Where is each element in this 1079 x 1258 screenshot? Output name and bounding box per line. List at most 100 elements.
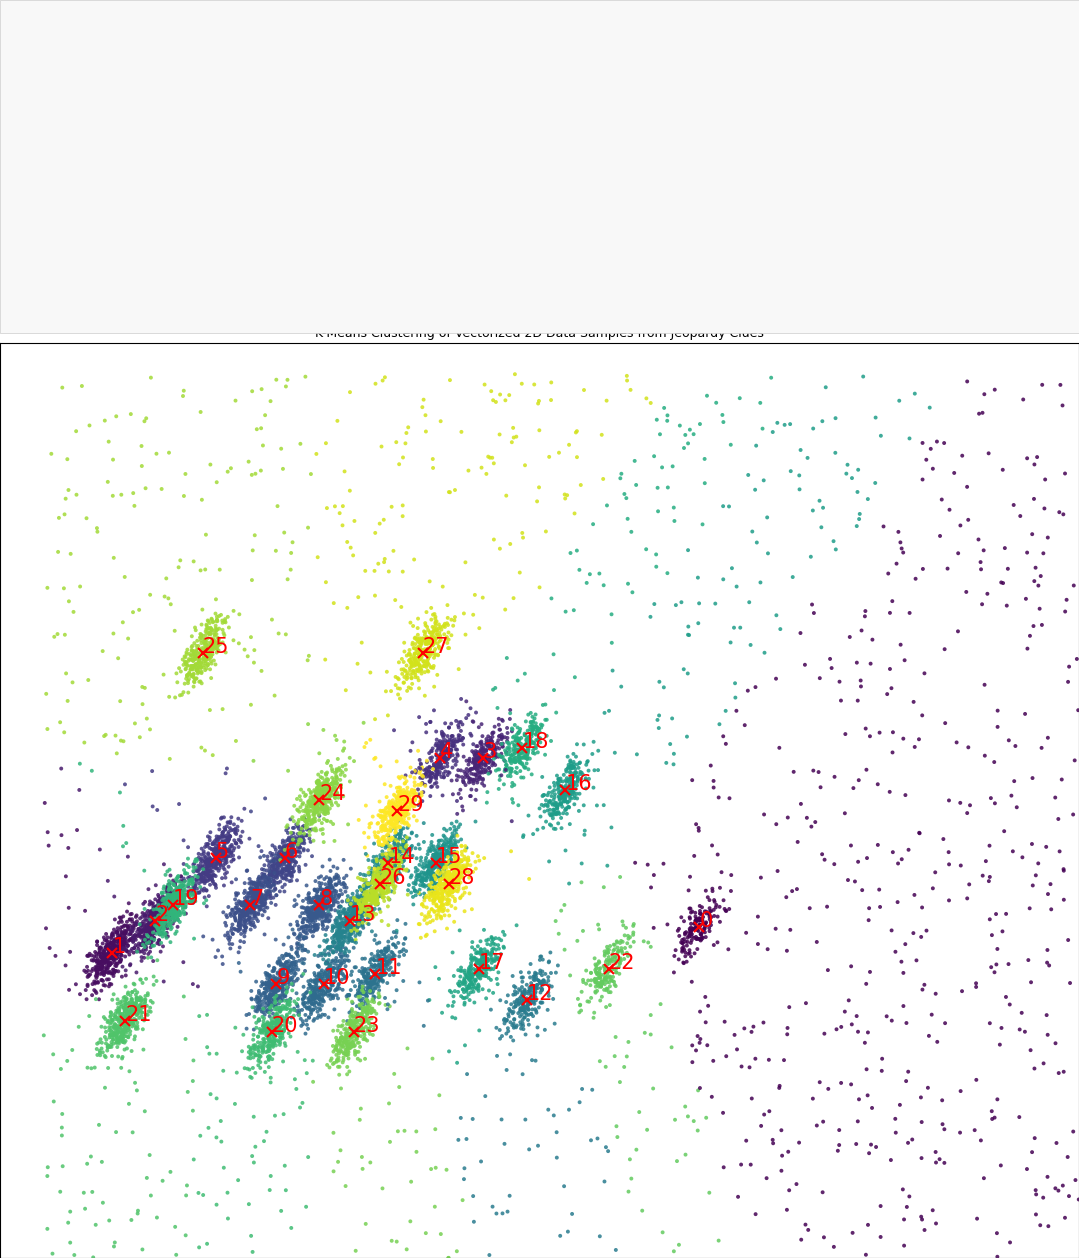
Point bbox=[152, 941, 169, 961]
Point bbox=[393, 799, 410, 819]
Point bbox=[100, 955, 118, 975]
Point bbox=[338, 1014, 355, 1034]
Point bbox=[468, 964, 486, 984]
Point bbox=[556, 484, 573, 504]
Point bbox=[329, 927, 346, 947]
Point bbox=[365, 1001, 382, 1021]
Point bbox=[96, 975, 113, 995]
Point bbox=[128, 915, 146, 935]
Point bbox=[284, 838, 301, 858]
Point bbox=[211, 840, 229, 860]
Point bbox=[424, 458, 441, 478]
Point bbox=[521, 991, 538, 1011]
Point bbox=[260, 965, 277, 985]
Point bbox=[290, 886, 308, 906]
Point bbox=[513, 738, 530, 759]
Point bbox=[887, 1108, 904, 1128]
Point bbox=[245, 879, 262, 899]
Point bbox=[197, 638, 215, 658]
Point bbox=[114, 1032, 132, 1052]
Point bbox=[319, 784, 337, 804]
Point bbox=[438, 820, 455, 840]
Point bbox=[351, 1004, 368, 1024]
Point bbox=[442, 832, 460, 852]
Point bbox=[246, 882, 263, 902]
Point bbox=[132, 988, 149, 1008]
Point bbox=[215, 1060, 232, 1081]
Point bbox=[521, 728, 538, 749]
Point bbox=[314, 985, 331, 1005]
Point bbox=[588, 964, 605, 984]
Point bbox=[610, 941, 627, 961]
Point bbox=[272, 998, 289, 1018]
Point bbox=[164, 871, 181, 891]
Point bbox=[400, 677, 418, 697]
Point bbox=[427, 769, 445, 789]
Point bbox=[153, 906, 170, 926]
Point bbox=[558, 804, 575, 824]
Point bbox=[371, 882, 388, 902]
Point bbox=[271, 1000, 288, 1020]
Point bbox=[413, 785, 431, 805]
Point bbox=[627, 853, 644, 873]
Point bbox=[290, 927, 308, 947]
Point bbox=[128, 996, 146, 1016]
Point bbox=[344, 899, 361, 920]
Point bbox=[173, 877, 190, 897]
Point bbox=[487, 945, 504, 965]
Point bbox=[453, 858, 470, 878]
Point bbox=[170, 658, 188, 678]
Point bbox=[349, 1029, 366, 1049]
Point bbox=[297, 927, 314, 947]
Point bbox=[610, 941, 627, 961]
Point bbox=[423, 767, 440, 788]
Point bbox=[108, 1033, 125, 1053]
Point bbox=[467, 811, 484, 832]
Point bbox=[278, 999, 296, 1019]
Point bbox=[550, 775, 568, 795]
Point bbox=[166, 889, 183, 910]
Point bbox=[316, 893, 333, 913]
Point bbox=[145, 901, 162, 921]
Point bbox=[500, 738, 517, 759]
Point bbox=[815, 1112, 832, 1132]
Point bbox=[325, 962, 342, 982]
Point bbox=[745, 1016, 762, 1037]
Point bbox=[123, 1013, 140, 1033]
Point bbox=[456, 764, 474, 784]
Point bbox=[217, 845, 234, 866]
Point bbox=[279, 959, 297, 979]
Point bbox=[172, 893, 189, 913]
Point bbox=[134, 677, 151, 697]
Point bbox=[428, 620, 446, 640]
Point bbox=[579, 761, 597, 781]
Point bbox=[365, 986, 382, 1006]
Point bbox=[328, 760, 345, 780]
Point bbox=[393, 596, 410, 616]
Point bbox=[412, 754, 429, 774]
Point bbox=[261, 1024, 278, 1044]
Point bbox=[374, 867, 392, 887]
Point bbox=[241, 883, 258, 903]
Point bbox=[268, 971, 285, 991]
Point bbox=[615, 1057, 632, 1077]
Point bbox=[245, 894, 262, 915]
Point bbox=[694, 515, 711, 535]
Point bbox=[392, 864, 409, 884]
Point bbox=[200, 618, 217, 638]
Point bbox=[552, 794, 570, 814]
Point bbox=[354, 897, 371, 917]
Point bbox=[375, 834, 393, 854]
Point bbox=[396, 642, 413, 662]
Point bbox=[573, 981, 590, 1001]
Point bbox=[371, 800, 388, 820]
Point bbox=[476, 848, 493, 868]
Point bbox=[323, 877, 340, 897]
Point bbox=[197, 881, 215, 901]
Point bbox=[133, 933, 150, 954]
Point bbox=[336, 731, 353, 751]
Point bbox=[534, 950, 551, 970]
Point bbox=[265, 974, 283, 994]
Point bbox=[200, 827, 217, 847]
Point bbox=[369, 945, 386, 965]
